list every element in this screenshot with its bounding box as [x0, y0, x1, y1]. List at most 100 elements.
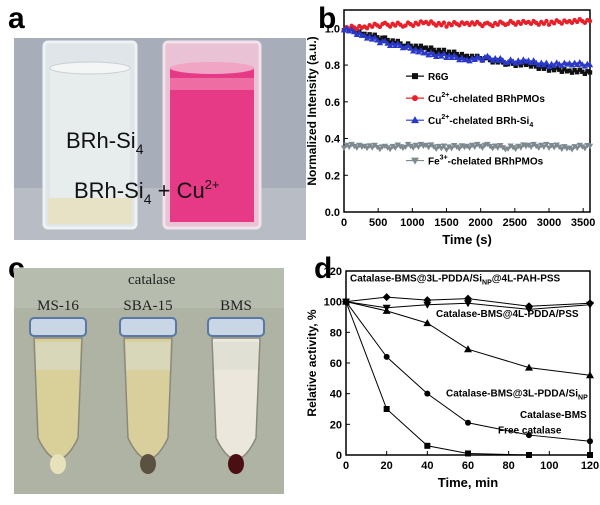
- data-point: [453, 144, 460, 151]
- data-point: [465, 419, 471, 426]
- data-point: [465, 450, 471, 457]
- tube-label: SBA-15: [123, 298, 172, 314]
- data-point: [393, 23, 398, 28]
- data-point: [528, 21, 534, 26]
- data-point: [440, 143, 448, 149]
- data-point: [535, 145, 542, 151]
- data-point: [495, 22, 500, 27]
- data-point: [343, 298, 349, 305]
- data-point: [404, 42, 412, 49]
- data-point: [374, 37, 381, 43]
- data-point: [464, 300, 472, 308]
- data-point: [387, 40, 393, 45]
- data-point: [490, 23, 495, 29]
- data-point: [376, 146, 384, 153]
- label-brh-si4-cu: BRh-Si4 + Cu2+: [74, 177, 220, 207]
- data-point: [587, 452, 593, 458]
- x-tick-label: 500: [369, 217, 387, 229]
- legend-label: Cu2+-chelated BRhPMOs: [428, 92, 545, 105]
- tube-cap: [119, 317, 177, 337]
- data-point: [418, 43, 424, 49]
- data-point: [577, 67, 582, 72]
- series-3: Catalase-BMS: [343, 298, 593, 445]
- tube-pellet: [228, 454, 244, 474]
- data-point: [409, 145, 417, 151]
- data-point: [345, 144, 353, 151]
- data-point: [415, 144, 422, 151]
- data-point: [558, 62, 566, 68]
- data-point: [438, 145, 445, 152]
- x-tick-label: 20: [381, 460, 393, 472]
- data-point: [425, 144, 432, 151]
- data-point: [528, 64, 534, 69]
- label-brh-si4: BRh-Si4: [66, 128, 144, 157]
- data-point: [424, 442, 431, 449]
- data-point: [353, 145, 361, 151]
- data-point: [580, 69, 585, 74]
- data-point: [464, 53, 470, 59]
- catalase-title: catalase: [128, 272, 176, 288]
- series-line: [345, 301, 591, 376]
- x-tick-label: 1500: [434, 217, 458, 229]
- data-point: [340, 145, 348, 151]
- data-point: [471, 56, 478, 63]
- data-point: [559, 69, 565, 74]
- y-tick-label: 120: [324, 266, 342, 278]
- data-point: [525, 363, 533, 371]
- legend-label: Cu2+-chelated BRh-Si4: [428, 114, 533, 129]
- legend-label: R6G: [428, 72, 449, 83]
- data-point: [544, 18, 549, 24]
- data-point: [421, 45, 426, 51]
- data-point: [510, 61, 516, 66]
- data-point: [494, 145, 501, 151]
- data-point: [439, 50, 444, 55]
- series-label: Free catalase: [498, 426, 562, 437]
- data-point: [569, 70, 575, 75]
- y-tick-label: 60: [330, 358, 342, 370]
- tube-headspace: [126, 342, 170, 370]
- data-point: [571, 144, 578, 150]
- data-point: [569, 20, 575, 26]
- data-point: [586, 371, 594, 379]
- data-point: [441, 47, 447, 53]
- data-point: [380, 35, 385, 40]
- series-label: Catalase-BMS@3L-PDDA/SiNP@4L-PAH-PSS: [350, 274, 561, 287]
- y-tick-label: 0: [336, 450, 342, 462]
- data-point: [426, 47, 431, 53]
- data-point: [389, 143, 396, 150]
- data-point: [456, 146, 463, 152]
- x-tick-label: 3000: [537, 217, 561, 229]
- data-point: [423, 319, 432, 327]
- y-axis-label: Normalized Intensity (a.u.): [305, 36, 319, 185]
- data-point: [525, 306, 533, 314]
- data-point: [433, 146, 440, 152]
- data-point: [505, 21, 511, 26]
- data-point: [536, 22, 541, 27]
- series-1: [341, 16, 593, 33]
- data-point: [369, 24, 375, 29]
- data-point: [454, 51, 459, 57]
- legend-marker: [411, 116, 419, 124]
- data-point: [444, 24, 449, 29]
- data-point: [513, 63, 518, 68]
- data-point: [550, 145, 558, 151]
- data-point: [586, 143, 594, 150]
- panel-label-a: a: [8, 2, 25, 35]
- data-point: [440, 50, 448, 57]
- tube-cap: [207, 317, 265, 337]
- data-point: [489, 145, 496, 152]
- data-point: [466, 57, 473, 64]
- data-point: [512, 60, 519, 66]
- data-point: [385, 37, 390, 43]
- data-point: [416, 45, 421, 51]
- panel-label-b: b: [318, 2, 337, 35]
- panel-a-photo: BRh-Si4 BRh-Si4 + Cu2+: [14, 38, 306, 240]
- chart-d: 0 20 40 60 80 100 120 0 20 40 60 80 100 120 Time, min R…: [305, 266, 599, 490]
- x-tick-label: 0: [343, 460, 349, 472]
- data-point: [377, 37, 383, 43]
- data-point: [382, 306, 391, 314]
- data-point: [397, 144, 404, 150]
- data-point: [431, 47, 436, 53]
- legend-entry-0: R6G: [406, 72, 449, 83]
- data-point: [574, 70, 580, 75]
